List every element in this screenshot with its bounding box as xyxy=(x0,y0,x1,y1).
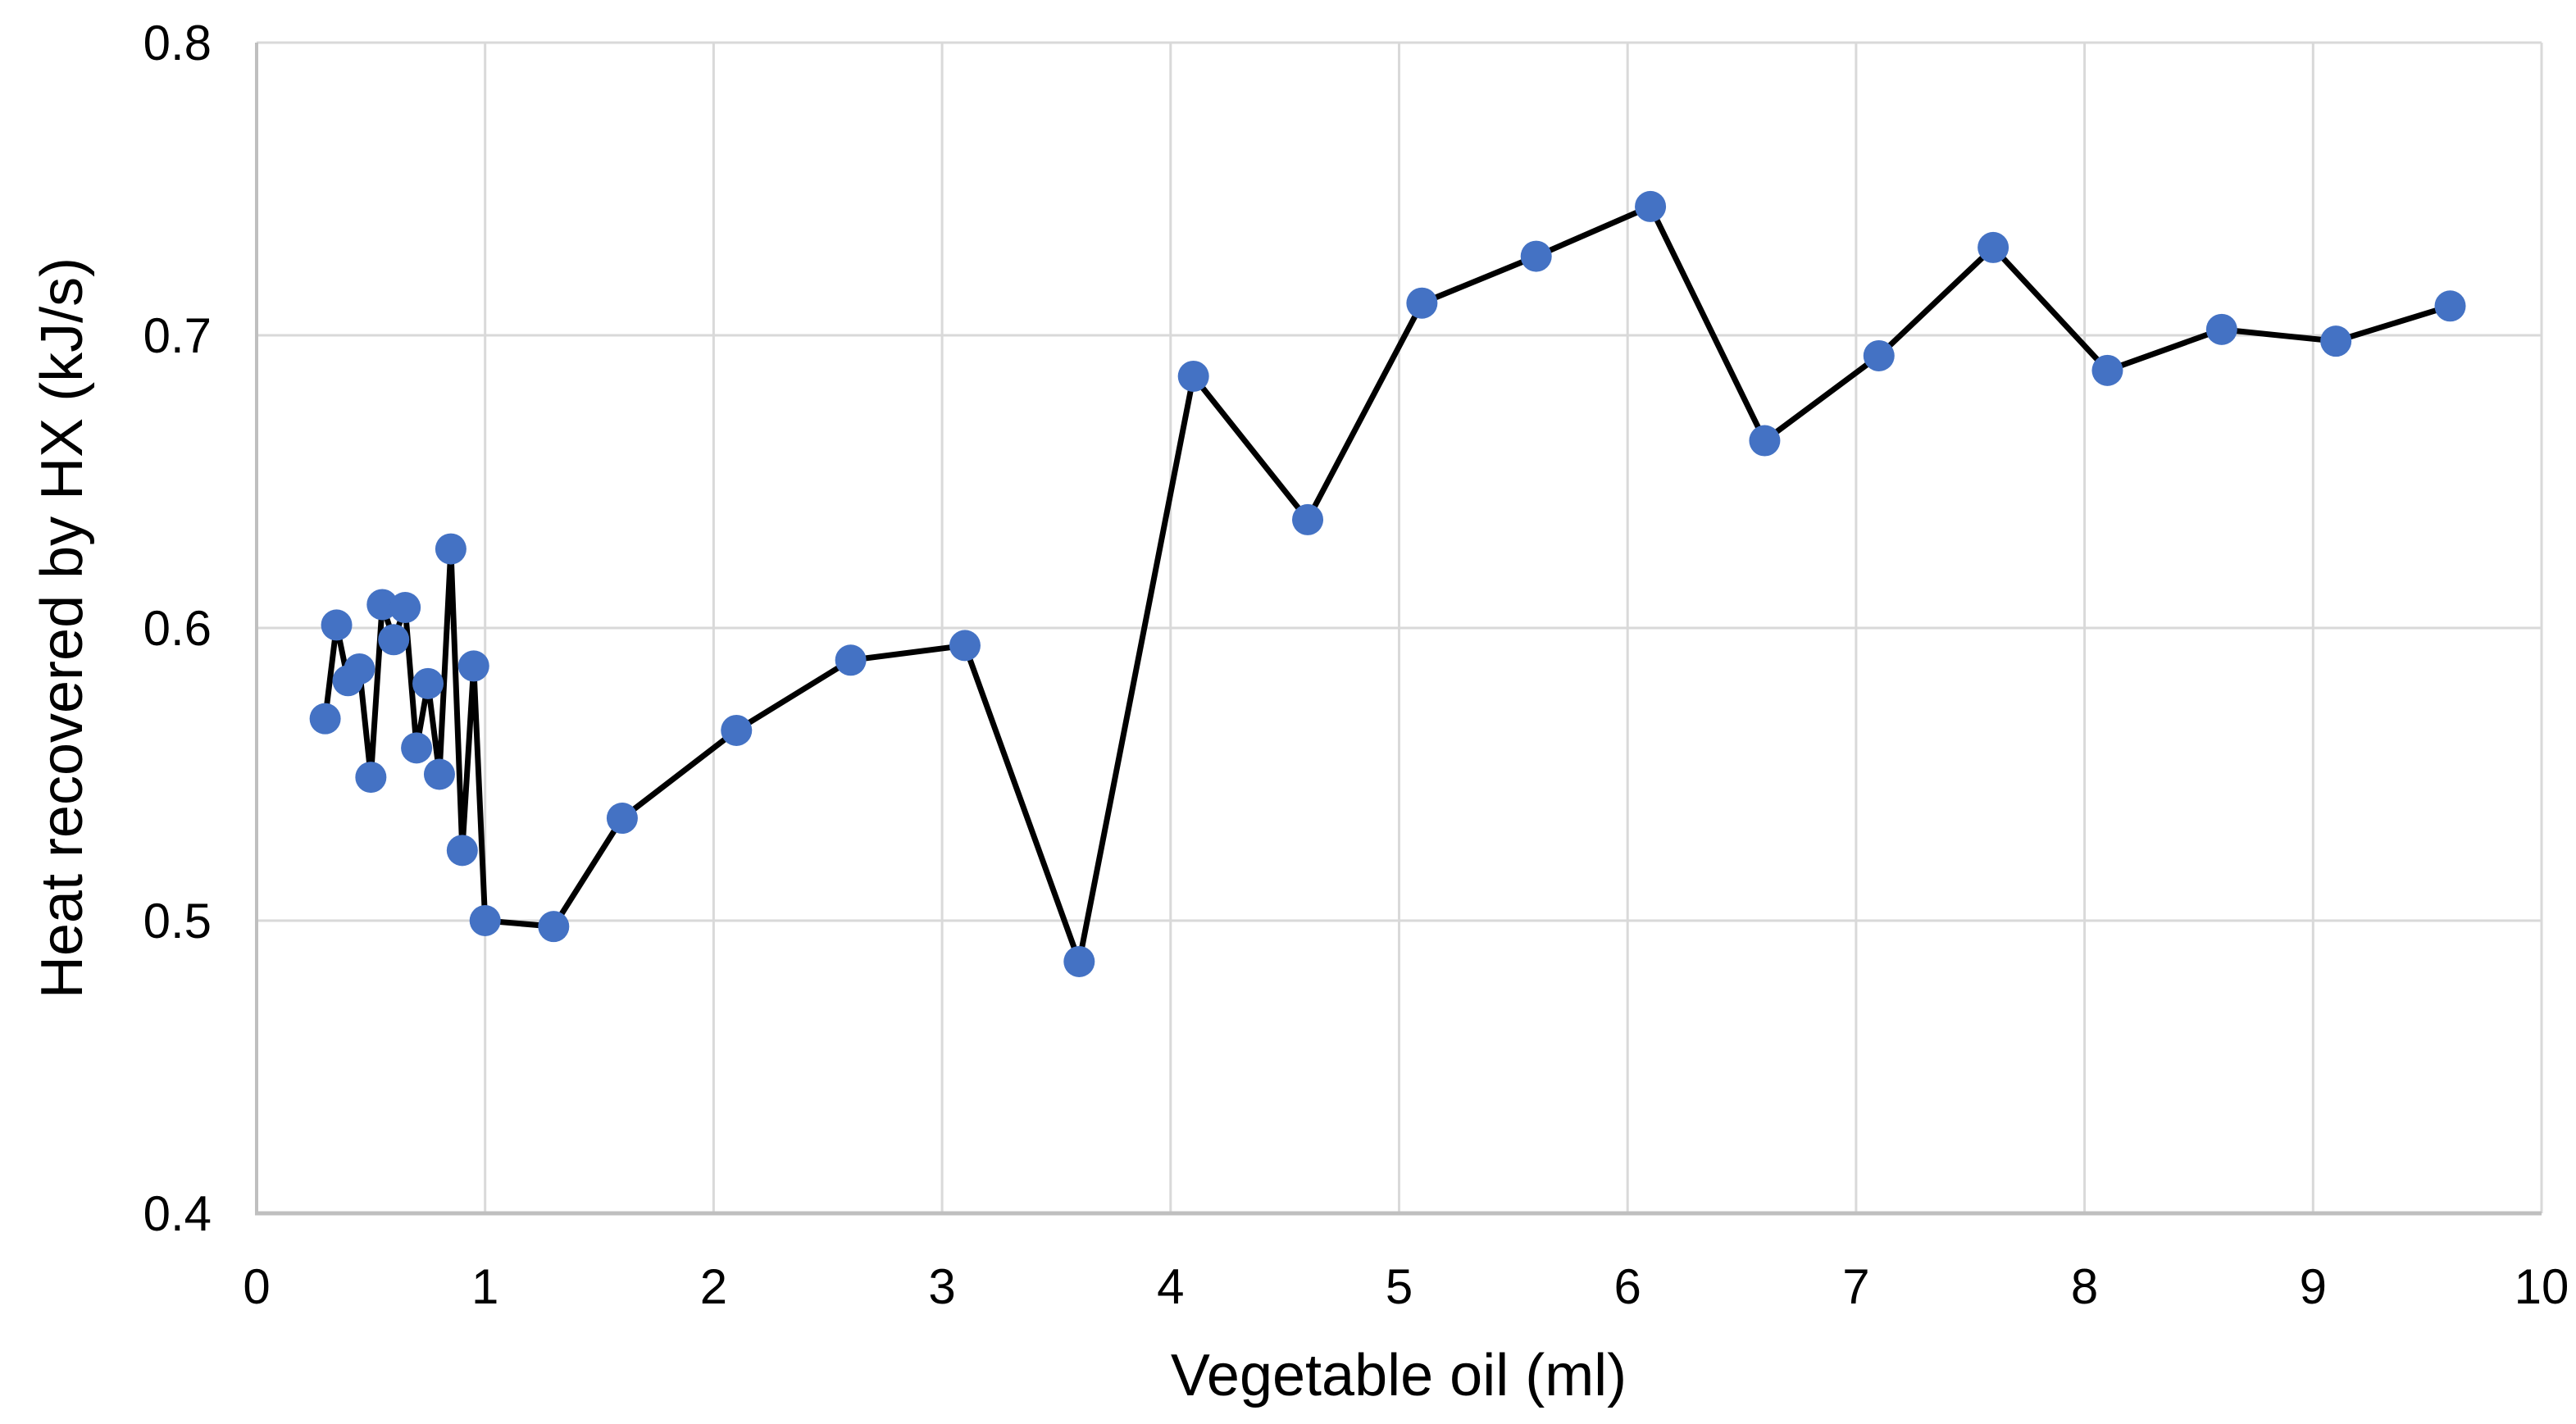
data-point xyxy=(321,609,353,641)
x-tick-label: 2 xyxy=(700,1259,727,1314)
tick-labels: 0.4 0.5 0.6 0.7 0.8 0 1 2 3 4 5 6 7 8 9 10 xyxy=(143,16,2569,1314)
data-point xyxy=(1406,287,1438,319)
y-tick-label: 0.8 xyxy=(143,16,212,71)
data-point xyxy=(2205,313,2237,345)
data-point xyxy=(1863,339,1895,371)
data-point xyxy=(1177,360,1209,392)
data-point xyxy=(835,644,867,676)
x-tick-label: 8 xyxy=(2071,1259,2098,1314)
y-tick-label: 0.4 xyxy=(143,1186,212,1241)
data-point xyxy=(1520,240,1552,272)
data-series xyxy=(309,190,2466,977)
data-point xyxy=(423,758,455,790)
x-tick-label: 7 xyxy=(1842,1259,1869,1314)
x-tick-label: 10 xyxy=(2515,1259,2569,1314)
data-point xyxy=(469,905,501,936)
y-tick-label: 0.6 xyxy=(143,601,212,656)
x-tick-label: 6 xyxy=(1614,1259,1641,1314)
data-point xyxy=(435,533,467,565)
x-tick-label: 5 xyxy=(1386,1259,1413,1314)
data-point xyxy=(721,714,753,746)
x-tick-label: 3 xyxy=(928,1259,955,1314)
data-point xyxy=(606,803,638,835)
data-point xyxy=(412,667,444,699)
data-point xyxy=(2091,354,2123,386)
y-axis-title: Heat recovered by HX (kJ/s) xyxy=(30,257,95,999)
data-point xyxy=(538,911,570,943)
data-point xyxy=(389,592,421,624)
data-point xyxy=(366,589,398,621)
x-tick-label: 0 xyxy=(243,1259,270,1314)
x-tick-label: 1 xyxy=(471,1259,498,1314)
x-tick-label: 4 xyxy=(1157,1259,1184,1314)
data-point xyxy=(457,650,489,682)
data-point xyxy=(309,703,341,735)
data-point xyxy=(355,762,387,794)
data-point xyxy=(1749,425,1781,457)
y-tick-label: 0.5 xyxy=(143,894,212,949)
data-point xyxy=(949,630,981,662)
data-point xyxy=(2434,290,2466,322)
data-point xyxy=(1292,503,1324,535)
data-point xyxy=(2320,325,2352,357)
y-tick-label: 0.7 xyxy=(143,308,212,363)
x-axis-title: Vegetable oil (ml) xyxy=(1171,1343,1627,1408)
data-point xyxy=(1635,190,1667,222)
gridlines xyxy=(255,41,2543,1215)
data-point xyxy=(401,732,433,764)
axis-lines xyxy=(255,43,2542,1216)
x-tick-label: 9 xyxy=(2300,1259,2327,1314)
data-point xyxy=(344,653,375,685)
data-point xyxy=(378,624,410,656)
data-point xyxy=(1063,945,1095,977)
data-point xyxy=(446,835,478,867)
data-point xyxy=(1978,231,2009,263)
series-line xyxy=(322,203,2454,965)
